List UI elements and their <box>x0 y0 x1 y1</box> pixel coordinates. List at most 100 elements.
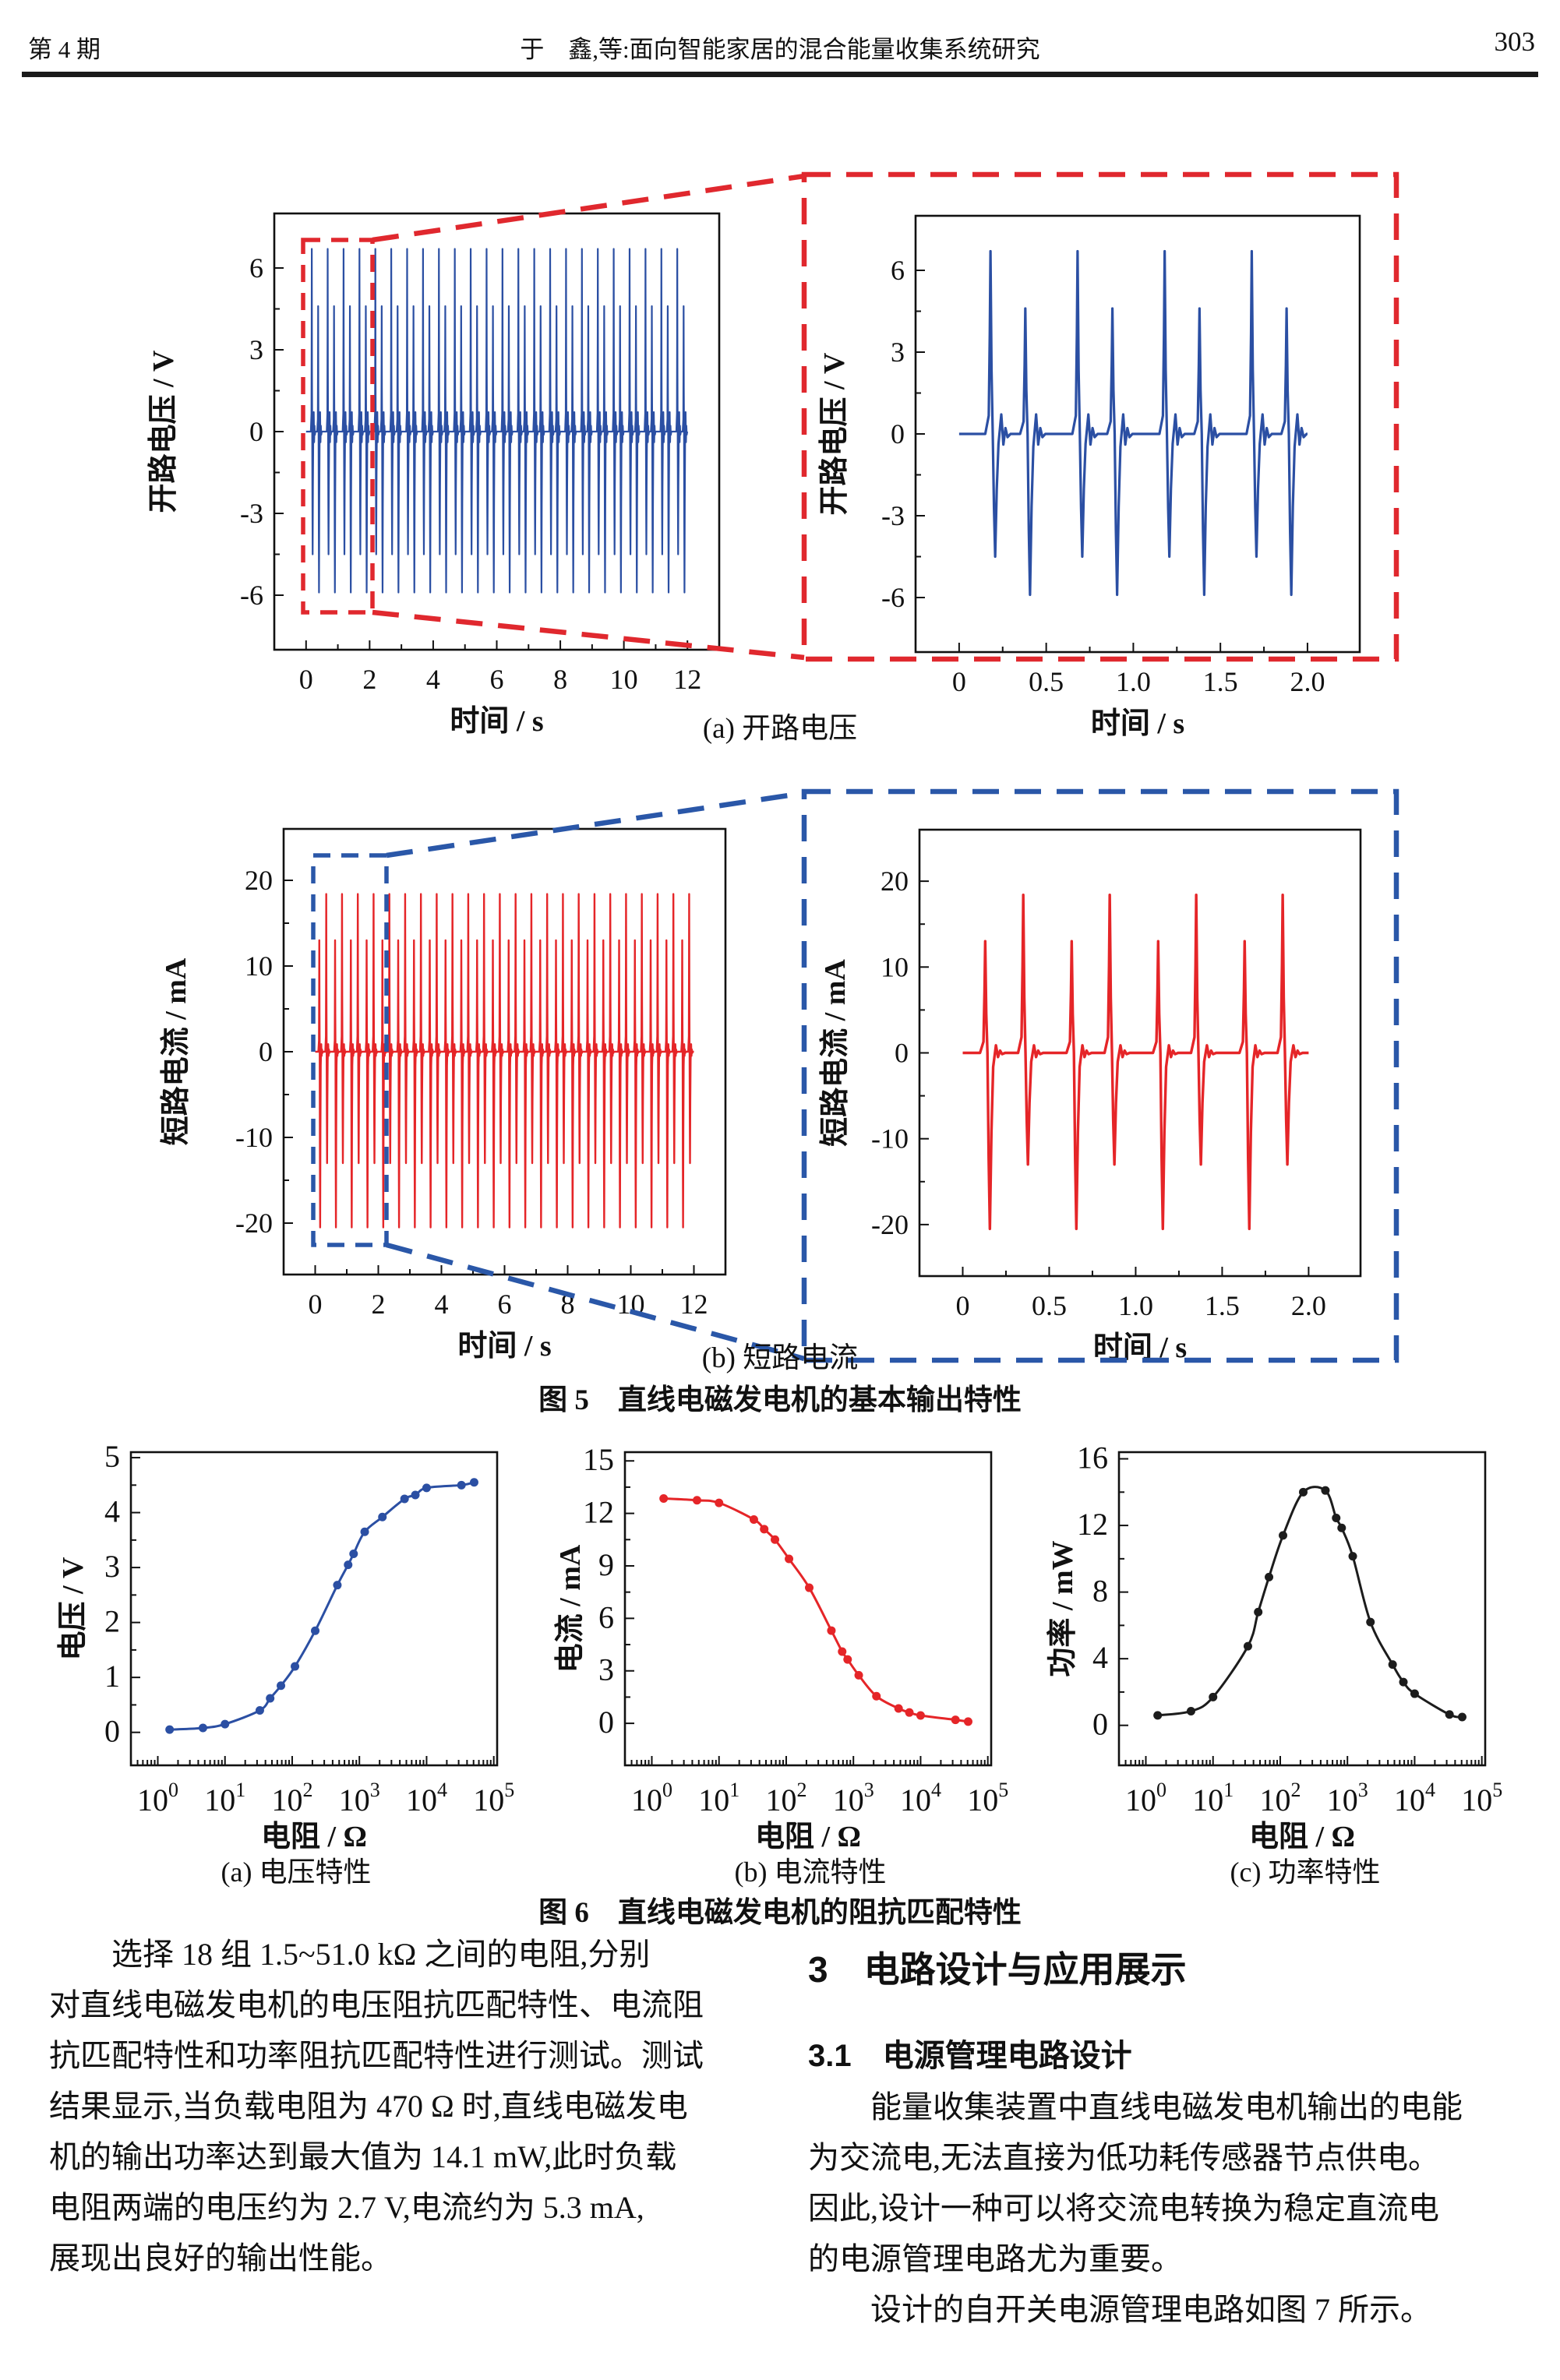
svg-text:-10: -10 <box>235 1122 273 1153</box>
fig5a-subcaption: (a) 开路电压 <box>702 713 858 745</box>
journal-issue: 第 4 期 <box>28 36 101 63</box>
svg-text:6: 6 <box>598 1599 614 1634</box>
svg-text:6: 6 <box>490 664 504 695</box>
svg-text:0: 0 <box>891 418 905 450</box>
fig5a-voltage-zoom-chart: 0 0.5 1.0 1.5 2.0 6 3 0 -3 -6 时间 / s 开路电压 / V <box>818 214 1361 740</box>
svg-text:0.5: 0.5 <box>1029 666 1064 697</box>
fig6b-subcaption: (b) 电流特性 <box>734 1856 887 1888</box>
svg-text:4: 4 <box>1092 1640 1108 1675</box>
svg-text:101: 101 <box>204 1779 245 1818</box>
svg-text:12: 12 <box>1077 1507 1108 1542</box>
body-left-column: 选择 18 组 1.5~51.0 kΩ 之间的电阻,分别 对直线电磁发电机的电压阻… <box>49 1929 758 2283</box>
text-line: 因此,设计一种可以将交流电转换为稳定直流电 <box>808 2191 1439 2226</box>
svg-text:0: 0 <box>259 1036 273 1067</box>
text-line: 能量收集装置中直线电磁发电机输出的电能 <box>808 2089 1463 2124</box>
svg-text:101: 101 <box>1192 1779 1234 1818</box>
svg-text:101: 101 <box>698 1779 739 1818</box>
svg-text:电压 / V: 电压 / V <box>57 1557 90 1661</box>
svg-text:-3: -3 <box>240 498 263 529</box>
section-heading: 3 电路设计与应用展示 <box>808 1949 1187 1990</box>
svg-text:103: 103 <box>339 1779 380 1818</box>
svg-text:0: 0 <box>249 416 263 447</box>
svg-text:102: 102 <box>1259 1779 1301 1818</box>
svg-text:短路电流 / mA: 短路电流 / mA <box>819 959 852 1147</box>
svg-text:-10: -10 <box>871 1123 909 1155</box>
svg-text:103: 103 <box>1327 1779 1368 1818</box>
body-right-column: 能量收集装置中直线电磁发电机输出的电能 为交流电,无法直接为低功耗传感器节点供电。… <box>808 2082 1517 2335</box>
svg-text:时间 / s: 时间 / s <box>450 705 543 738</box>
svg-text:10: 10 <box>245 950 273 982</box>
fig6c-subcaption: (c) 功率特性 <box>1230 1856 1381 1888</box>
svg-text:0: 0 <box>598 1705 614 1740</box>
svg-text:105: 105 <box>1461 1779 1502 1818</box>
svg-text:104: 104 <box>1394 1779 1435 1818</box>
fig6b-current-characteristic-chart: 100 101 102 103 104 105 0 3 6 9 12 15 电阻 / Ω 电流 / mA <box>554 1442 1008 1853</box>
fig6a-subcaption: (a) 电压特性 <box>221 1856 372 1888</box>
svg-text:100: 100 <box>631 1779 672 1818</box>
svg-text:3: 3 <box>598 1652 614 1687</box>
svg-text:102: 102 <box>271 1779 312 1818</box>
svg-text:100: 100 <box>1125 1779 1166 1818</box>
svg-text:-20: -20 <box>235 1208 273 1239</box>
svg-text:功率 / mW: 功率 / mW <box>1046 1540 1079 1677</box>
svg-text:时间 / s: 时间 / s <box>1091 707 1184 740</box>
text-line: 设计的自开关电源管理电路如图 7 所示。 <box>808 2292 1431 2327</box>
svg-text:102: 102 <box>765 1779 806 1818</box>
fig6a-voltage-characteristic-chart: 100 101 102 103 104 105 0 1 2 3 4 5 电阻 / Ω 电压 / V <box>57 1439 514 1853</box>
svg-text:6: 6 <box>249 252 263 284</box>
svg-text:3: 3 <box>104 1549 120 1584</box>
svg-text:1.0: 1.0 <box>1118 1290 1153 1321</box>
fig5-caption: 图 5 直线电磁发电机的基本输出特性 <box>538 1384 1022 1416</box>
fig6c-power-characteristic-chart: 100 101 102 103 104 105 0 4 8 12 16 电阻 / Ω 功率 / mW <box>1046 1440 1502 1853</box>
svg-text:0: 0 <box>309 1289 323 1320</box>
svg-text:短路电流 / mA: 短路电流 / mA <box>160 957 192 1145</box>
svg-text:开路电压 / V: 开路电压 / V <box>147 350 180 513</box>
svg-text:4: 4 <box>435 1289 449 1320</box>
fig5a-voltage-full-chart: 0 2 4 6 8 10 12 6 3 0 -3 -6 时间 / s 开路电压 / V <box>147 212 721 738</box>
svg-text:电阻 / Ω: 电阻 / Ω <box>1249 1821 1355 1853</box>
svg-text:2.0: 2.0 <box>1291 1290 1326 1321</box>
svg-text:3: 3 <box>891 337 905 368</box>
svg-text:0: 0 <box>104 1714 120 1749</box>
svg-text:12: 12 <box>680 1289 708 1320</box>
svg-text:100: 100 <box>137 1779 178 1818</box>
svg-text:103: 103 <box>833 1779 874 1818</box>
svg-text:5: 5 <box>104 1439 120 1474</box>
svg-text:20: 20 <box>245 865 273 896</box>
svg-text:开路电压 / V: 开路电压 / V <box>818 352 851 516</box>
svg-text:10: 10 <box>881 951 909 982</box>
fig5b-subcaption: (b) 短路电流 <box>701 1342 859 1374</box>
text-line: 为交流电,无法直接为低功耗传感器节点供电。 <box>808 2140 1439 2175</box>
text-line: 对直线电磁发电机的电压阻抗匹配特性、电流阻 <box>49 1987 704 2022</box>
svg-text:15: 15 <box>583 1442 614 1477</box>
text-line: 抗匹配特性和功率阻抗匹配特性进行测试。测试 <box>49 2038 704 2073</box>
svg-text:2.0: 2.0 <box>1290 666 1325 697</box>
text-line: 展现出良好的输出性能。 <box>49 2241 392 2276</box>
svg-text:电阻 / Ω: 电阻 / Ω <box>755 1821 861 1853</box>
subsection-heading: 3.1 电源管理电路设计 <box>808 2039 1132 2073</box>
svg-text:-20: -20 <box>871 1209 909 1240</box>
svg-text:4: 4 <box>426 664 440 695</box>
svg-text:-6: -6 <box>881 582 905 613</box>
svg-text:0: 0 <box>1092 1707 1108 1742</box>
svg-text:0.5: 0.5 <box>1032 1290 1067 1321</box>
svg-text:10: 10 <box>610 664 638 695</box>
svg-text:-6: -6 <box>240 580 263 611</box>
text-line: 电阻两端的电压约为 2.7 V,电流约为 5.3 mA, <box>49 2190 644 2225</box>
svg-text:4: 4 <box>104 1494 120 1529</box>
svg-text:2: 2 <box>362 664 376 695</box>
svg-text:2: 2 <box>104 1604 120 1639</box>
page-number: 303 <box>1494 26 1536 57</box>
svg-text:105: 105 <box>967 1779 1008 1818</box>
svg-text:9: 9 <box>598 1547 614 1582</box>
svg-text:6: 6 <box>891 255 905 286</box>
svg-text:0: 0 <box>299 664 313 695</box>
svg-text:8: 8 <box>1092 1574 1108 1609</box>
svg-text:1.5: 1.5 <box>1203 666 1238 697</box>
header-rule <box>22 72 1538 77</box>
text-line: 的电源管理电路尤为重要。 <box>808 2241 1182 2276</box>
svg-text:1.5: 1.5 <box>1205 1290 1240 1321</box>
